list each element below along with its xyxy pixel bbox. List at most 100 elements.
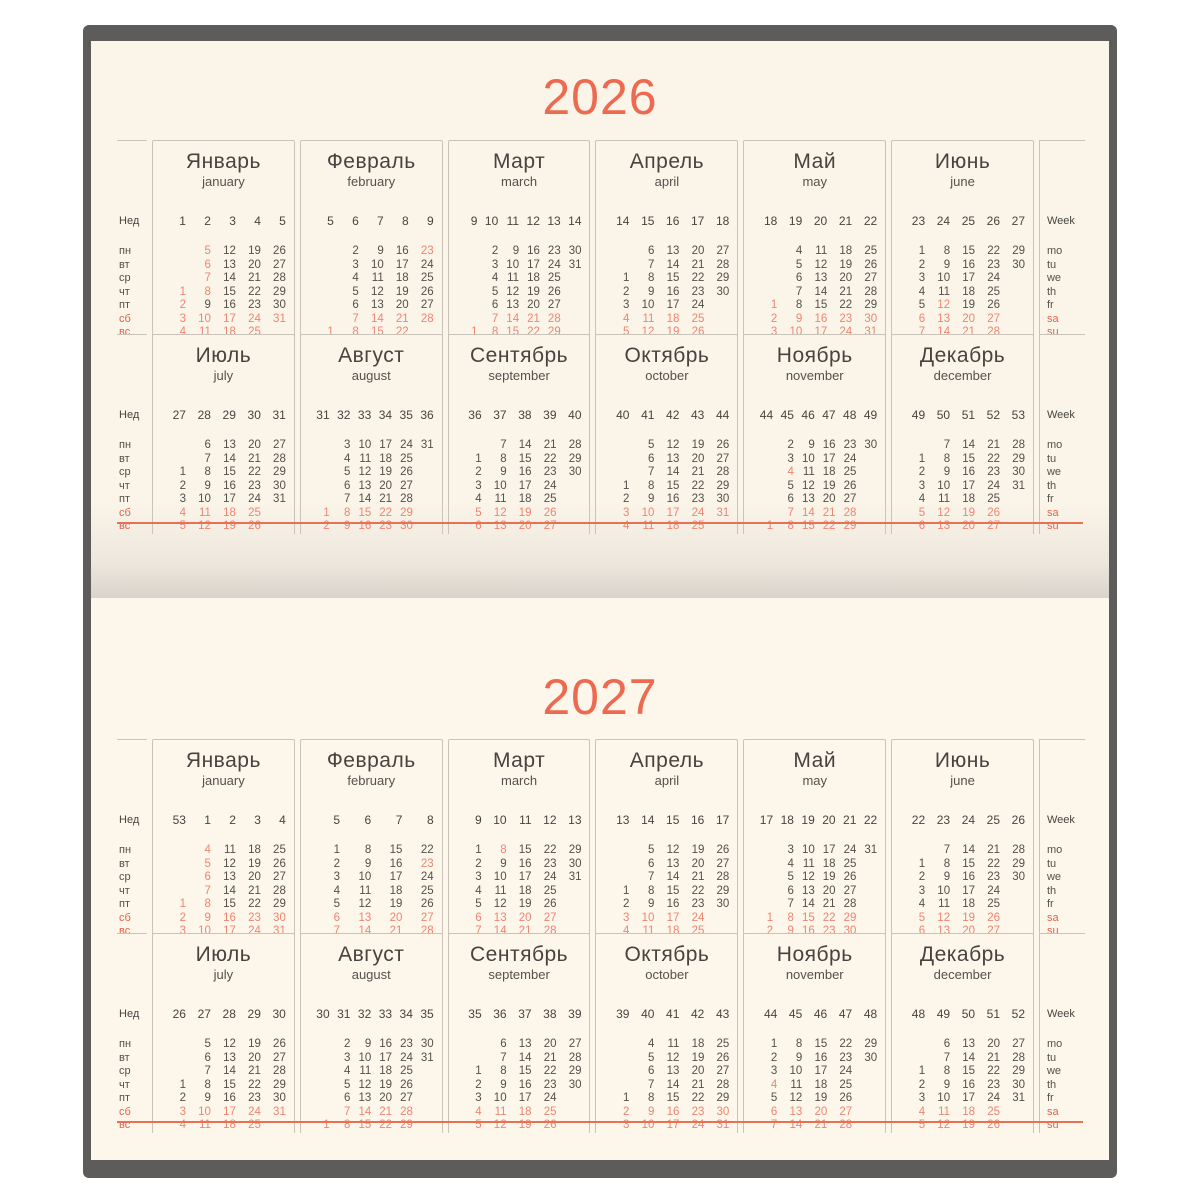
- weekday-labels-ru-column: Нед пн вт ср чт пт сб вс: [117, 334, 147, 534]
- month-header: Апрель april: [596, 141, 737, 202]
- day-cell: 26: [716, 439, 730, 451]
- day-cell: 1: [766, 911, 774, 924]
- day-cell: 15: [666, 479, 680, 492]
- day-cell: 8: [648, 272, 655, 284]
- day-cell: 17: [527, 258, 540, 271]
- side-column-spacer: [119, 934, 147, 995]
- day-cell: 13: [370, 299, 384, 311]
- week-number-cell: 35: [468, 1007, 482, 1021]
- day-cell: 5: [344, 1078, 351, 1091]
- month-february-2026: Февраль february 5 6 7 8 9 2 9 16 23 3 10 17 24 4 11 18 25…: [299, 140, 443, 340]
- week-number-cell: 36: [493, 1007, 507, 1021]
- weekday-labels-en-column: Week mo tu we th fr sa su: [1038, 739, 1085, 939]
- day-cell: 10: [358, 439, 372, 451]
- day-cell: 21: [822, 506, 836, 519]
- day-cell: 14: [962, 1051, 976, 1064]
- month-header: Октябрь october: [596, 934, 737, 995]
- empty-day-cell: [309, 245, 334, 259]
- day-cell: 18: [518, 1105, 532, 1118]
- day-cell: 24: [987, 1092, 1001, 1104]
- day-cell: 16: [379, 1038, 393, 1050]
- day-cell: 2: [323, 520, 330, 532]
- day-cell: 14: [962, 439, 976, 451]
- empty-day-cell: [856, 898, 877, 912]
- day-cell: 22: [987, 1065, 1001, 1077]
- day-row-we: 6 13 20 27: [752, 272, 877, 286]
- day-cell: 6: [648, 1065, 655, 1077]
- day-cell: 12: [641, 326, 655, 338]
- day-cell: 17: [379, 439, 393, 451]
- day-row-fr: 1 8 15 22 29: [604, 1092, 729, 1106]
- day-cell: 25: [400, 452, 413, 465]
- empty-day-cell: [604, 1079, 629, 1093]
- day-row-sa: 3 10 17 24 31: [604, 507, 729, 521]
- week-number-cell: 35: [420, 1007, 434, 1021]
- month-march-2026: Март march 9 10 11 12 13 14 2 9 16 23 30 3 10 17 24 31 4 11…: [447, 140, 591, 340]
- week-number-cell: 40: [568, 408, 582, 422]
- empty-day-cell: [1000, 299, 1025, 313]
- week-numbers-row: 36 37 38 39 40: [457, 408, 582, 422]
- week-number-cell: 10: [493, 813, 507, 827]
- day-cell: 16: [962, 871, 976, 883]
- day-cell: 18: [962, 285, 976, 298]
- day-label-th: чт: [119, 285, 130, 298]
- day-label-th: th: [1046, 285, 1057, 298]
- day-cell: 22: [822, 911, 836, 924]
- day-cell: 18: [962, 493, 976, 505]
- day-cell: 6: [491, 299, 499, 311]
- month-grid: 26 27 28 29 30 5 12 19 26 6 13 20 27 7 14 21 28 1 8 15 22 29 2…: [153, 1007, 294, 1133]
- day-cell: 18: [223, 506, 236, 519]
- day-cell: 12: [358, 466, 372, 478]
- day-label-mo: пн: [119, 844, 132, 856]
- day-cell: 31: [273, 493, 286, 505]
- day-cell: 17: [395, 258, 409, 271]
- empty-day-cell: [161, 844, 186, 858]
- day-row-su: 7 14 21 28: [900, 326, 1025, 340]
- day-cell: 12: [223, 245, 236, 257]
- empty-day-cell: [309, 439, 330, 453]
- day-row-mo: 2 9 16 23: [309, 245, 433, 259]
- day-label-su: вс: [119, 520, 131, 532]
- day-cell: 17: [666, 299, 680, 311]
- day-cell: 20: [691, 857, 705, 870]
- day-cell: 2: [623, 493, 630, 505]
- day-cell: 12: [666, 1051, 680, 1064]
- month-grid: 39 40 41 42 43 4 11 18 25 5 12 19 26 6 13 20 27 7 14 21 28 1 8…: [596, 1007, 737, 1133]
- day-row-sa: 2 9 16 23 30: [161, 912, 286, 926]
- day-cell: 22: [543, 844, 557, 856]
- day-cell: 27: [716, 1065, 730, 1077]
- week-number-cell: 50: [961, 1007, 976, 1021]
- day-cell: 20: [691, 1065, 705, 1077]
- day-cell: 19: [248, 857, 261, 870]
- day-cell: 31: [420, 439, 434, 451]
- side-column-spacer: [119, 335, 147, 396]
- day-cell: 11: [198, 326, 211, 338]
- day-cell: 16: [814, 1051, 828, 1064]
- day-cell: 8: [352, 326, 359, 338]
- day-cell: 11: [507, 272, 520, 284]
- day-cell: 1: [323, 506, 330, 519]
- day-cell: 14: [358, 1105, 372, 1118]
- day-cell: 3: [918, 884, 926, 897]
- day-cell: 19: [691, 1051, 705, 1064]
- empty-day-cell: [161, 1065, 186, 1079]
- day-cell: 27: [547, 299, 561, 311]
- day-cell: 1: [475, 452, 482, 465]
- day-row-fr: 2 9 16 23 30: [604, 898, 729, 912]
- empty-day-cell: [752, 259, 777, 273]
- day-cell: 25: [248, 506, 261, 519]
- day-cell: 22: [395, 326, 409, 338]
- day-cell: 7: [352, 312, 359, 325]
- day-cell: 18: [691, 1038, 705, 1050]
- day-cell: 11: [642, 925, 655, 937]
- day-row-sa: 3 10 17 24 31: [161, 1106, 286, 1120]
- empty-day-cell: [261, 507, 286, 521]
- month-header: Апрель april: [596, 740, 737, 801]
- empty-day-cell: [752, 272, 777, 286]
- day-cell: 3: [333, 871, 341, 883]
- day-cell: 23: [248, 299, 261, 311]
- day-cell: 21: [691, 258, 705, 271]
- day-cell: 10: [493, 1092, 507, 1104]
- day-cell: 5: [333, 898, 341, 910]
- month-header: Август august: [301, 335, 442, 396]
